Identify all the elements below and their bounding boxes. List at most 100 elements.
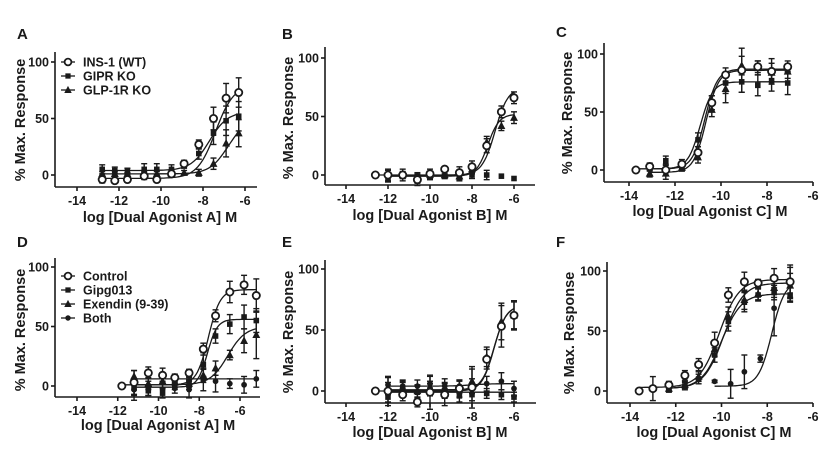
- data-point: [753, 62, 763, 72]
- panel-b: B % Max. Response log [Dual Agonist B] M…: [281, 26, 535, 224]
- x-tick-label: -10: [421, 410, 439, 424]
- data-point: [645, 162, 655, 172]
- data-point: [483, 380, 490, 387]
- data-point: [693, 148, 703, 158]
- fit-curve: [649, 69, 788, 173]
- data-point: [184, 368, 194, 378]
- x-tick-label: -6: [807, 410, 818, 424]
- data-point: [222, 139, 231, 147]
- data-point: [221, 93, 231, 103]
- x-tick-label: -10: [712, 189, 730, 203]
- data-point: [694, 360, 704, 370]
- data-point: [139, 171, 149, 181]
- panel-letter-c: C: [556, 24, 567, 41]
- legend-marker: [63, 271, 73, 281]
- panel-letter-d: D: [17, 234, 28, 251]
- data-point: [171, 385, 178, 392]
- legend-label: Control: [83, 270, 127, 284]
- data-point: [196, 150, 202, 157]
- data-point: [723, 290, 733, 300]
- data-point: [208, 114, 218, 124]
- x-tick-label: -12: [667, 410, 685, 424]
- data-point: [234, 88, 244, 98]
- data-point: [110, 169, 119, 178]
- legend-marker: [64, 299, 72, 307]
- data-point: [482, 141, 492, 151]
- data-point: [398, 390, 408, 400]
- data-point: [469, 172, 475, 178]
- data-point: [98, 169, 107, 178]
- panel-a: A % Max. Response log [Dual Agonist A] M…: [13, 26, 257, 226]
- data-point: [711, 378, 718, 385]
- y-tick-label: 0: [312, 169, 319, 183]
- data-point: [166, 169, 176, 179]
- data-point: [680, 370, 690, 380]
- x-tick-label: -10: [712, 410, 730, 424]
- data-point: [511, 175, 517, 182]
- data-point: [754, 289, 763, 297]
- data-point: [180, 168, 189, 176]
- data-point: [661, 165, 671, 175]
- data-point: [212, 378, 219, 385]
- data-point: [467, 162, 477, 172]
- data-point: [143, 368, 153, 378]
- data-point: [152, 175, 162, 185]
- fit-curve: [375, 91, 515, 176]
- data-point: [251, 291, 261, 301]
- x-tick-label: -14: [68, 194, 86, 208]
- legend-label: Exendin (9-39): [83, 298, 168, 312]
- data-point: [784, 80, 791, 86]
- data-point: [467, 382, 477, 392]
- data-point: [663, 157, 669, 164]
- x-axis-label-f: log [Dual Agonist C] M: [637, 425, 792, 441]
- data-point: [412, 175, 422, 185]
- x-tick-label: -8: [466, 410, 477, 424]
- y-tick-label: 100: [580, 265, 601, 279]
- x-tick-label: -6: [239, 194, 250, 208]
- y-tick-label: 100: [298, 263, 319, 277]
- x-tick-label: -12: [109, 404, 127, 418]
- data-point: [211, 311, 221, 321]
- x-tick-label: -14: [68, 404, 86, 418]
- y-tick-label: 0: [42, 380, 49, 394]
- x-tick-label: -8: [761, 189, 772, 203]
- data-point: [399, 383, 406, 389]
- data-point: [241, 314, 247, 320]
- x-tick-label: -8: [466, 192, 477, 206]
- data-point: [186, 386, 192, 393]
- data-point: [117, 381, 127, 391]
- data-point: [509, 310, 519, 320]
- legend-marker: [65, 315, 71, 321]
- data-point: [198, 344, 208, 354]
- data-point: [511, 385, 517, 392]
- data-point: [454, 168, 464, 178]
- data-point: [483, 390, 490, 397]
- data-point: [694, 372, 703, 380]
- data-point: [225, 350, 234, 359]
- y-axis-label-e: % Max. Response: [281, 271, 297, 394]
- data-point: [383, 170, 393, 180]
- data-point: [425, 387, 435, 397]
- data-point: [225, 287, 235, 297]
- y-axis-label-a: % Max. Response: [13, 59, 29, 182]
- data-point: [721, 84, 730, 92]
- fit-curve: [134, 318, 257, 388]
- fit-curve: [388, 308, 515, 391]
- data-point: [209, 159, 218, 167]
- data-point: [634, 386, 644, 396]
- data-point: [200, 377, 207, 383]
- data-point: [122, 175, 132, 185]
- data-point: [496, 321, 506, 331]
- x-tick-label: -14: [337, 410, 355, 424]
- data-point: [211, 363, 220, 372]
- data-point: [168, 166, 175, 173]
- data-point: [110, 176, 120, 186]
- panel-letter-e: E: [282, 234, 292, 251]
- data-point: [511, 394, 517, 400]
- panel-letter-a: A: [17, 26, 28, 43]
- legend-label: INS-1 (WT): [83, 56, 146, 70]
- data-point: [141, 166, 147, 173]
- data-point: [695, 137, 701, 143]
- data-point: [97, 175, 107, 185]
